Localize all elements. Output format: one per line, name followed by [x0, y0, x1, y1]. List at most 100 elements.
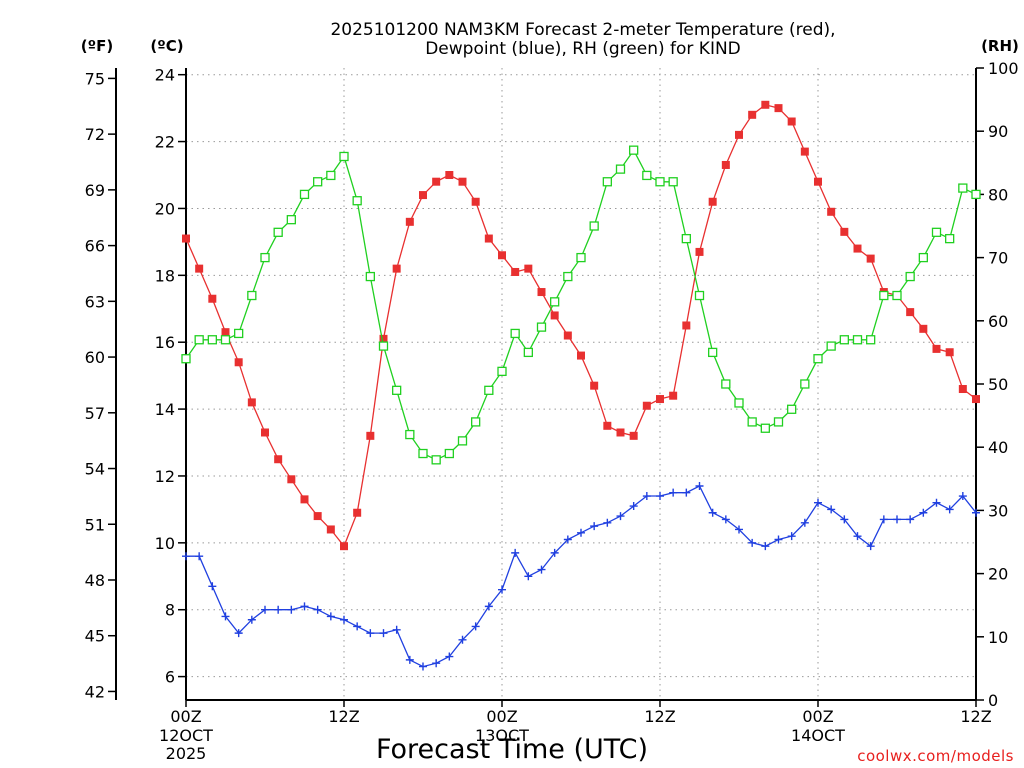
data-point [945, 348, 954, 357]
data-point [629, 431, 638, 440]
data-point [313, 177, 323, 187]
data-point [958, 385, 967, 394]
data-point [866, 542, 875, 551]
data-point [919, 508, 928, 517]
data-point [839, 335, 849, 345]
data-point [195, 552, 204, 561]
data-point [735, 130, 743, 139]
data-point [221, 328, 230, 337]
data-point [221, 612, 230, 621]
data-point [800, 379, 810, 389]
data-point [840, 227, 849, 236]
celsius-unit-label: (ºC) [150, 37, 183, 55]
data-point [814, 177, 822, 186]
data-point [681, 233, 691, 244]
fahrenheit-tick-label: 60 [85, 348, 105, 367]
rh-tick-label: 70 [988, 249, 1008, 268]
chart-title-line-2: Dewpoint (blue), RH (green) for KIND [425, 39, 741, 59]
data-point [879, 515, 888, 524]
data-point [708, 347, 718, 358]
data-point [181, 354, 191, 364]
fahrenheit-tick-label: 66 [85, 237, 105, 256]
data-point [642, 401, 651, 410]
data-point [748, 538, 757, 547]
data-point [814, 498, 822, 507]
data-point [761, 100, 770, 109]
data-point [405, 429, 415, 440]
data-point [563, 271, 573, 282]
data-point [458, 635, 467, 644]
data-point [326, 170, 336, 181]
data-point [286, 215, 296, 225]
data-point [207, 335, 217, 345]
celsius-tick-label: 16 [155, 333, 175, 352]
data-point [590, 381, 599, 390]
data-point [577, 351, 585, 360]
data-point [313, 512, 322, 521]
data-point [352, 196, 362, 206]
x-tick-label-year: 2025 [166, 744, 207, 763]
data-point [471, 622, 480, 631]
data-point [577, 528, 585, 537]
rh-tick-label: 20 [988, 565, 1008, 584]
credit-link[interactable]: coolwx.com/models [857, 747, 1014, 765]
data-point [405, 655, 414, 664]
data-point [431, 455, 441, 465]
data-point [945, 505, 954, 514]
data-point [497, 366, 507, 377]
data-point [971, 189, 981, 200]
data-point [800, 147, 809, 156]
rh-tick-label: 10 [988, 628, 1008, 647]
data-point [458, 177, 467, 186]
data-point [392, 625, 401, 634]
data-point [616, 512, 625, 521]
celsius-tick-label: 12 [155, 467, 175, 486]
data-point [340, 615, 348, 624]
data-point [273, 227, 283, 237]
data-point [550, 297, 560, 307]
data-point [419, 662, 427, 671]
data-point [747, 417, 757, 427]
data-point [511, 267, 520, 276]
data-point [247, 290, 257, 301]
data-point [615, 164, 626, 174]
data-point [840, 515, 849, 524]
data-point [945, 233, 955, 244]
data-point [182, 552, 190, 561]
data-point [550, 311, 559, 320]
series-line [186, 485, 977, 668]
data-point [419, 191, 427, 200]
data-point [300, 602, 309, 611]
data-point [603, 421, 612, 430]
data-point [931, 227, 942, 237]
data-point [379, 629, 388, 638]
data-point [432, 659, 441, 668]
data-point [340, 542, 348, 551]
rh-tick-label: 80 [988, 185, 1008, 204]
data-point [524, 264, 533, 273]
x-tick-label-time: 12Z [960, 707, 991, 726]
celsius-tick-label: 24 [155, 66, 175, 85]
series-dewpoint [182, 481, 980, 671]
data-point [603, 518, 612, 527]
data-point [208, 294, 217, 303]
data-point [484, 602, 493, 611]
x-tick-label-time: 12Z [328, 707, 359, 726]
data-point [773, 417, 784, 427]
data-point [510, 328, 520, 339]
data-point [392, 264, 401, 273]
data-point [642, 170, 652, 181]
data-point [444, 448, 454, 459]
data-point [616, 428, 625, 437]
data-point [695, 247, 704, 256]
data-point [498, 585, 506, 594]
series-temperature [182, 100, 980, 551]
data-point [563, 331, 572, 340]
fahrenheit-tick-label: 63 [85, 292, 105, 311]
data-point [326, 612, 335, 621]
data-point [524, 572, 533, 581]
data-point [261, 605, 269, 614]
rh-tick-label: 90 [988, 122, 1008, 141]
data-point [366, 629, 375, 638]
data-point [866, 254, 875, 263]
